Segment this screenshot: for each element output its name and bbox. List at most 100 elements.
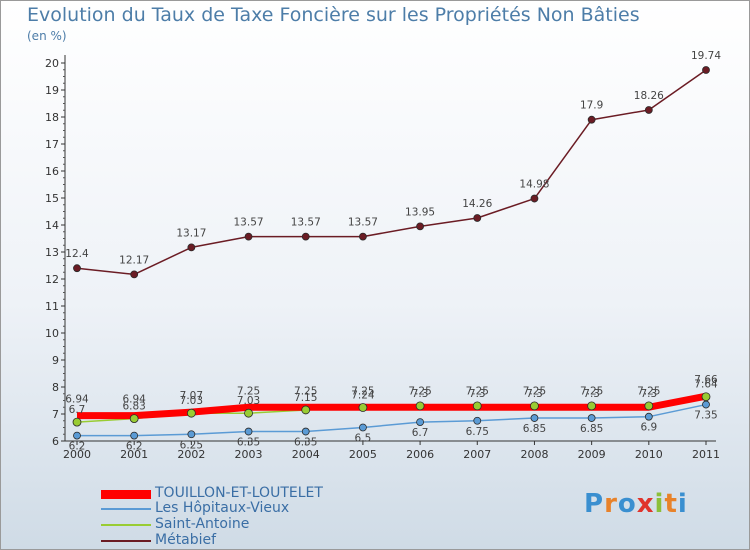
data-label-les-hopitaux-vieux: 6.85 — [580, 423, 603, 435]
data-label-saint-antoine: 7.3 — [469, 388, 486, 400]
x-tick-label: 2009 — [578, 448, 606, 461]
data-label-metabief: 13.17 — [176, 227, 206, 239]
data-label-metabief: 13.57 — [234, 217, 264, 229]
y-tick-label: 18 — [45, 111, 59, 124]
x-tick-label: 2000 — [63, 448, 91, 461]
data-label-saint-antoine: 7.03 — [180, 395, 203, 407]
data-label-touillon-et-loutelet: 7.66 — [694, 374, 718, 386]
data-point-metabief — [359, 232, 367, 241]
x-tick-label: 2011 — [692, 448, 720, 461]
data-label-metabief: 13.57 — [291, 217, 321, 229]
legend-label-metabief: Métabief — [155, 532, 217, 548]
data-point-saint-antoine — [358, 403, 368, 412]
data-label-touillon-et-loutelet: 7.25 — [408, 385, 431, 397]
y-tick-label: 16 — [45, 165, 59, 178]
data-label-saint-antoine: 7.3 — [412, 388, 429, 400]
data-label-touillon-et-loutelet: 7.07 — [180, 390, 203, 402]
y-tick-label: 8 — [52, 381, 59, 394]
series-line-les-hopitaux-vieux — [77, 403, 707, 437]
data-point-metabief — [416, 222, 424, 231]
data-label-les-hopitaux-vieux: 6.35 — [237, 437, 260, 449]
data-label-saint-antoine: 6.83 — [122, 401, 145, 413]
data-point-metabief — [301, 232, 310, 241]
data-label-saint-antoine: 7.3 — [640, 388, 657, 400]
proxiti-logo: Proxiti — [584, 489, 688, 519]
series-line-touillon-et-loutelet — [77, 392, 707, 420]
x-tick-label: 2003 — [235, 448, 263, 461]
data-point-les-hopitaux-vieux — [130, 431, 139, 440]
data-point-saint-antoine — [587, 401, 597, 411]
data-label-metabief: 19.74 — [691, 50, 721, 62]
x-tick-label: 2002 — [177, 448, 205, 461]
legend-line-metabief — [101, 540, 151, 542]
data-point-metabief — [473, 214, 482, 222]
data-label-touillon-et-loutelet: 7.25 — [580, 385, 603, 397]
series-line-metabief — [76, 69, 707, 276]
logo-letter: x — [636, 489, 655, 519]
data-label-touillon-et-loutelet: 6.94 — [65, 394, 89, 406]
data-point-metabief — [530, 194, 539, 203]
legend-label-hopitaux: Les Hôpitaux-Vieux — [155, 500, 290, 516]
data-label-touillon-et-loutelet: 7.25 — [637, 385, 660, 397]
data-label-les-hopitaux-vieux: 6.75 — [466, 426, 489, 438]
data-point-saint-antoine — [301, 405, 311, 415]
data-label-les-hopitaux-vieux: 6.2 — [69, 441, 86, 453]
x-tick-label: 2007 — [463, 448, 491, 461]
data-point-saint-antoine — [701, 392, 711, 402]
y-tick-label: 17 — [45, 138, 59, 151]
y-tick-label: 13 — [45, 246, 59, 259]
chart-title: Evolution du Taux de Taxe Foncière sur l… — [27, 4, 640, 26]
data-point-saint-antoine — [472, 401, 482, 411]
data-label-les-hopitaux-vieux: 7.35 — [694, 410, 717, 422]
data-point-les-hopitaux-vieux — [416, 418, 424, 427]
data-point-les-hopitaux-vieux — [644, 412, 653, 421]
data-point-les-hopitaux-vieux — [301, 427, 310, 436]
data-point-saint-antoine — [644, 401, 654, 411]
y-axis-unit-label: (en %) — [27, 29, 67, 43]
data-point-les-hopitaux-vieux — [587, 414, 596, 422]
data-point-les-hopitaux-vieux — [530, 414, 539, 422]
legend-line-hopitaux — [101, 508, 151, 510]
data-label-les-hopitaux-vieux: 6.35 — [294, 437, 317, 449]
data-label-les-hopitaux-vieux: 6.7 — [412, 427, 429, 439]
logo-letter: i — [654, 489, 665, 519]
data-point-saint-antoine — [244, 408, 253, 418]
data-label-saint-antoine: 7.3 — [526, 388, 543, 400]
y-tick-label: 12 — [45, 273, 59, 286]
data-point-metabief — [244, 232, 253, 241]
data-point-metabief — [130, 270, 139, 279]
legend-line-touillon — [101, 490, 151, 499]
data-label-metabief: 12.17 — [119, 254, 149, 266]
logo-letter: t — [664, 489, 678, 519]
legend-label-touillon: TOUILLON-ET-LOUTELET — [155, 485, 323, 501]
data-label-metabief: 13.95 — [405, 206, 435, 218]
y-tick-label: 6 — [52, 435, 59, 448]
data-label-les-hopitaux-vieux: 6.2 — [126, 441, 143, 453]
data-label-les-hopitaux-vieux: 6.85 — [523, 423, 546, 435]
data-point-metabief — [73, 264, 81, 273]
logo-letter: r — [604, 489, 618, 519]
data-label-metabief: 14.98 — [519, 179, 549, 191]
data-point-les-hopitaux-vieux — [702, 400, 710, 409]
data-point-les-hopitaux-vieux — [187, 430, 196, 439]
y-tick-label: 11 — [45, 300, 59, 313]
data-label-saint-antoine: 6.7 — [69, 404, 86, 416]
y-tick-label: 14 — [45, 219, 59, 232]
data-label-metabief: 17.9 — [580, 100, 603, 112]
data-label-metabief: 12.4 — [65, 248, 89, 260]
logo-letter: i — [677, 489, 688, 519]
data-label-touillon-et-loutelet: 7.25 — [466, 385, 489, 397]
data-label-saint-antoine: 7.24 — [351, 390, 375, 402]
data-label-metabief: 13.57 — [348, 217, 378, 229]
data-label-touillon-et-loutelet: 7.25 — [523, 385, 546, 397]
logo-letter: P — [584, 489, 605, 519]
data-label-touillon-et-loutelet: 7.25 — [351, 385, 374, 397]
data-label-saint-antoine: 7.15 — [294, 392, 317, 404]
data-label-les-hopitaux-vieux: 6.5 — [355, 433, 372, 445]
x-tick-label: 2010 — [635, 448, 663, 461]
y-tick-label: 15 — [45, 192, 59, 205]
y-tick-label: 10 — [45, 327, 59, 340]
logo-letter: o — [617, 489, 637, 519]
